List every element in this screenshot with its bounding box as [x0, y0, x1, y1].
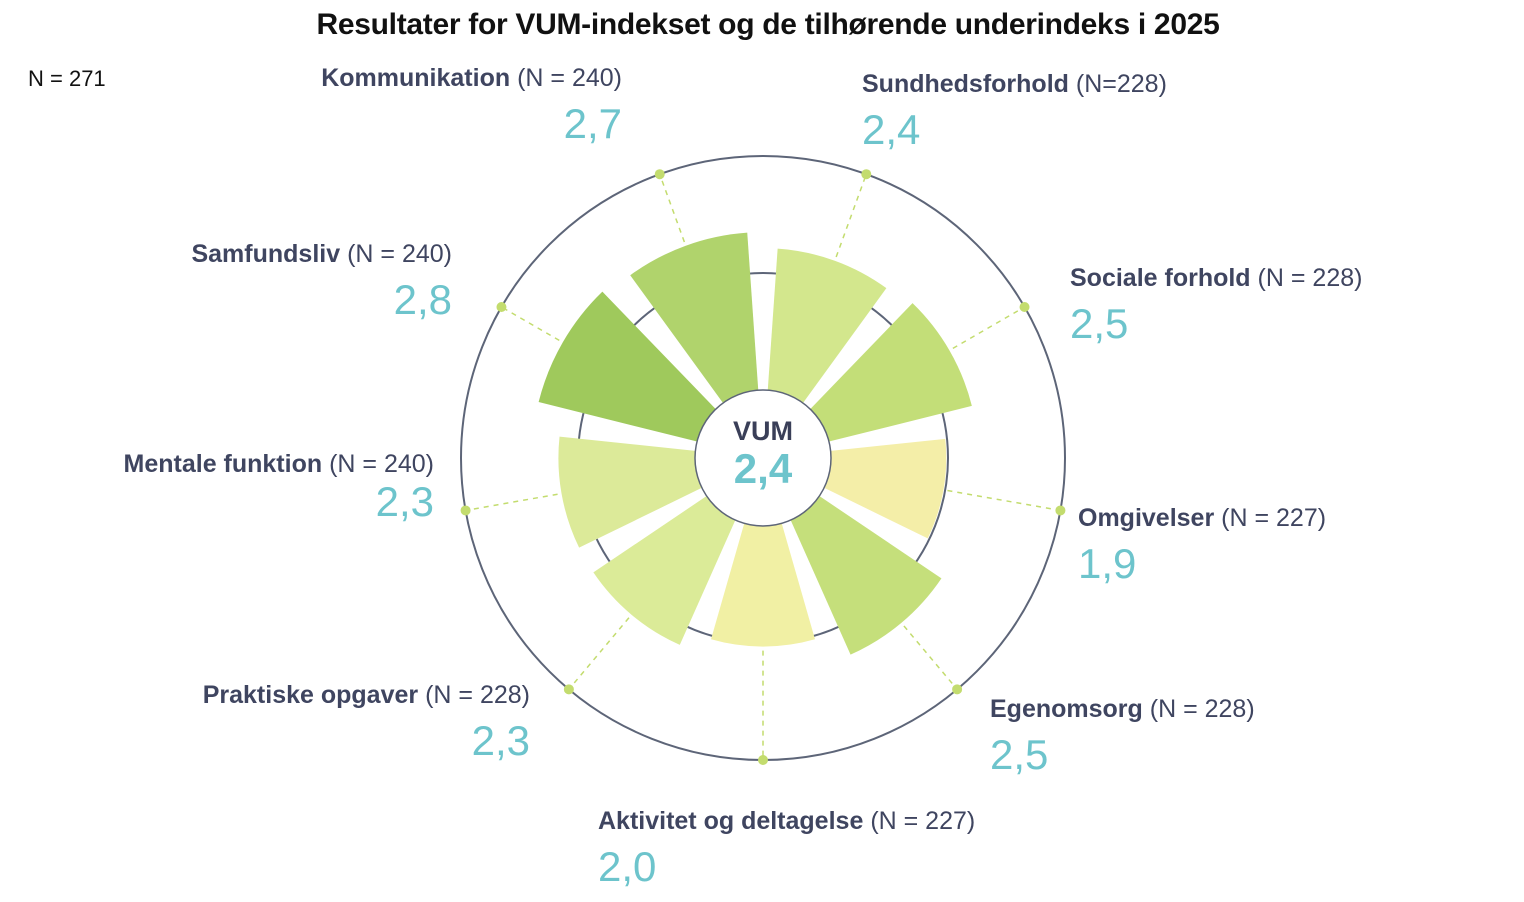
category-name: Sundhedsforhold — [862, 70, 1069, 98]
category-value: 2,5 — [990, 731, 1049, 778]
bar-samfundsliv — [538, 291, 716, 442]
axis-dot — [654, 169, 665, 180]
total-n: N = 271 — [28, 66, 106, 91]
category-n: (N = 227) — [1221, 504, 1327, 532]
bar-sundhedsforhold — [767, 248, 887, 403]
label-aktivitet: Aktivitet og deltagelse (N = 227) 2,0 — [598, 807, 975, 888]
category-name: Praktiske opgaver — [202, 681, 419, 709]
bar-sociale-forhold — [810, 303, 972, 442]
label-sociale-forhold: Sociale forhold (N = 228) 2,5 — [1070, 264, 1362, 345]
bar-omgivelser — [824, 438, 947, 539]
axis-dot — [952, 684, 963, 695]
category-value: 1,9 — [1078, 540, 1137, 587]
axis-dot — [861, 169, 872, 180]
category-name: Kommunikation — [321, 64, 511, 92]
category-value: 2,0 — [598, 843, 657, 890]
category-name: Samfundsliv — [191, 240, 341, 268]
category-n: (N = 240) — [347, 240, 452, 268]
category-n: (N = 240) — [329, 450, 434, 478]
bar-egenomsorg — [790, 496, 942, 655]
category-value: 2,5 — [1070, 300, 1129, 347]
category-n: (N = 228) — [425, 681, 530, 709]
label-omgivelser: Omgivelser (N = 227) 1,9 — [1078, 504, 1326, 585]
leader-line — [659, 173, 686, 243]
leader-line — [952, 306, 1025, 350]
label-praktiske-opgaver: Praktiske opgaver (N = 228) 2,3 — [203, 681, 530, 762]
category-name: Egenomsorg — [990, 695, 1143, 723]
label-kommunikation: Kommunikation (N = 240) 2,7 — [321, 64, 622, 145]
label-egenomsorg: Egenomsorg (N = 228) 2,5 — [990, 695, 1255, 776]
bar-mentale-funktion — [558, 436, 702, 548]
inner-ring — [694, 389, 832, 527]
chart-title: Resultater for VUM-indekset og de tilhør… — [316, 8, 1220, 41]
category-name: Aktivitet og deltagelse — [598, 807, 864, 835]
bar-kommunikation — [630, 232, 759, 403]
label-samfundsliv: Samfundsliv (N = 240) 2,8 — [191, 240, 452, 321]
category-value: 2,8 — [393, 276, 452, 323]
axis-dot — [460, 505, 471, 516]
category-value: 2,7 — [563, 100, 622, 147]
category-value: 2,3 — [375, 478, 434, 525]
label-sundhedsforhold: Sundhedsforhold (N=228) 2,4 — [862, 70, 1167, 151]
category-value: 2,4 — [862, 106, 921, 153]
category-name: Mentale funktion — [123, 450, 323, 478]
category-n: (N = 227) — [870, 807, 976, 835]
leader-line — [501, 306, 560, 342]
center-vum: VUM 2,4 — [693, 416, 833, 491]
label-mentale-funktion: Mentale funktion (N = 240) 2,3 — [124, 450, 434, 523]
bar-praktiske-opgaver — [593, 496, 736, 645]
axis-dot — [496, 302, 507, 312]
leader-line — [903, 625, 958, 690]
category-n: (N = 240) — [517, 64, 622, 92]
axis-dot — [758, 755, 768, 765]
axis-dot — [1019, 302, 1030, 312]
center-value: 2,4 — [733, 445, 793, 492]
center-label: VUM — [733, 416, 793, 446]
axis-dot — [563, 684, 574, 695]
bar-aktivitet-og-deltagelse — [711, 523, 815, 647]
leader-line — [568, 617, 630, 690]
category-n: (N=228) — [1075, 70, 1167, 98]
category-name: Omgivelser — [1078, 504, 1215, 532]
category-name: Sociale forhold — [1070, 264, 1251, 292]
category-n: (N = 228) — [1149, 695, 1255, 723]
category-value: 2,3 — [471, 717, 530, 764]
leader-line — [947, 489, 1061, 512]
category-n: (N = 228) — [1257, 264, 1363, 292]
leader-line — [835, 173, 867, 258]
axis-dot — [1055, 505, 1066, 516]
leader-line — [465, 493, 558, 512]
